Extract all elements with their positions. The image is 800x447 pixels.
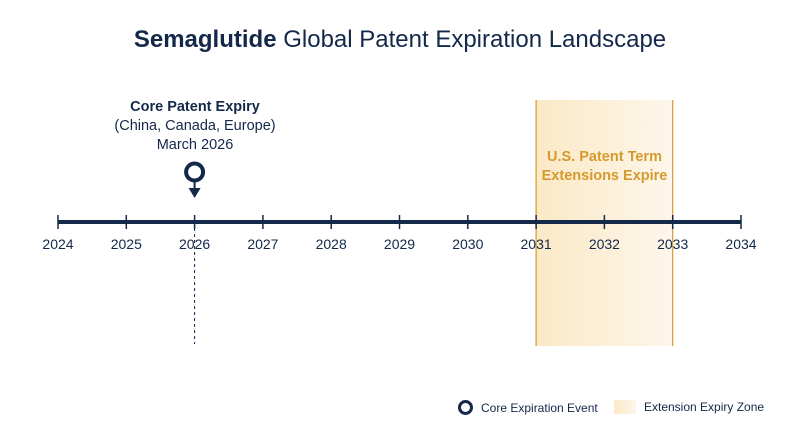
- legend-core-label: Core Expiration Event: [481, 400, 598, 415]
- core-expiry-arrow-icon: [188, 188, 201, 198]
- extension-zone-label-line1: U.S. Patent Term: [547, 149, 662, 165]
- tick-label-2026: 2026: [179, 236, 210, 252]
- tick-label-2031: 2031: [521, 236, 552, 252]
- tick-label-2028: 2028: [316, 236, 347, 252]
- core-expiry-date: March 2026: [156, 137, 234, 153]
- core-expiry-label: Core Patent Expiry (China, Canada, Europ…: [95, 98, 295, 155]
- chart-title: Semaglutide Global Patent Expiration Lan…: [0, 26, 800, 54]
- zone-swatch-icon: [614, 400, 636, 414]
- title-rest: Global Patent Expiration Landscape: [276, 26, 667, 53]
- core-expiry-regions: (China, Canada, Europe): [114, 118, 276, 134]
- title-drug-name: Semaglutide: [133, 26, 277, 53]
- legend-item-zone: Extension Expiry Zone: [614, 400, 764, 414]
- tick-label-2025: 2025: [111, 236, 142, 252]
- tick-label-2032: 2032: [589, 236, 620, 252]
- legend-zone-label: Extension Expiry Zone: [644, 400, 765, 414]
- ring-marker-icon: [458, 400, 473, 415]
- core-expiry-heading: Core Patent Expiry: [130, 99, 260, 115]
- extension-zone-label: U.S. Patent Term Extensions Expire: [536, 148, 673, 186]
- legend-item-core: Core Expiration Event: [458, 400, 598, 415]
- tick-label-2029: 2029: [384, 236, 415, 252]
- tick-label-2030: 2030: [452, 236, 483, 252]
- core-expiry-ring-icon: [184, 161, 206, 183]
- legend: Core Expiration Event Extension Expiry Z…: [0, 400, 800, 418]
- tick-label-2033: 2033: [657, 236, 688, 252]
- extension-zone-label-line2: Extensions Expire: [541, 168, 668, 184]
- tick-label-2034: 2034: [725, 236, 756, 252]
- tick-label-2024: 2024: [42, 236, 73, 252]
- tick-label-2027: 2027: [247, 236, 278, 252]
